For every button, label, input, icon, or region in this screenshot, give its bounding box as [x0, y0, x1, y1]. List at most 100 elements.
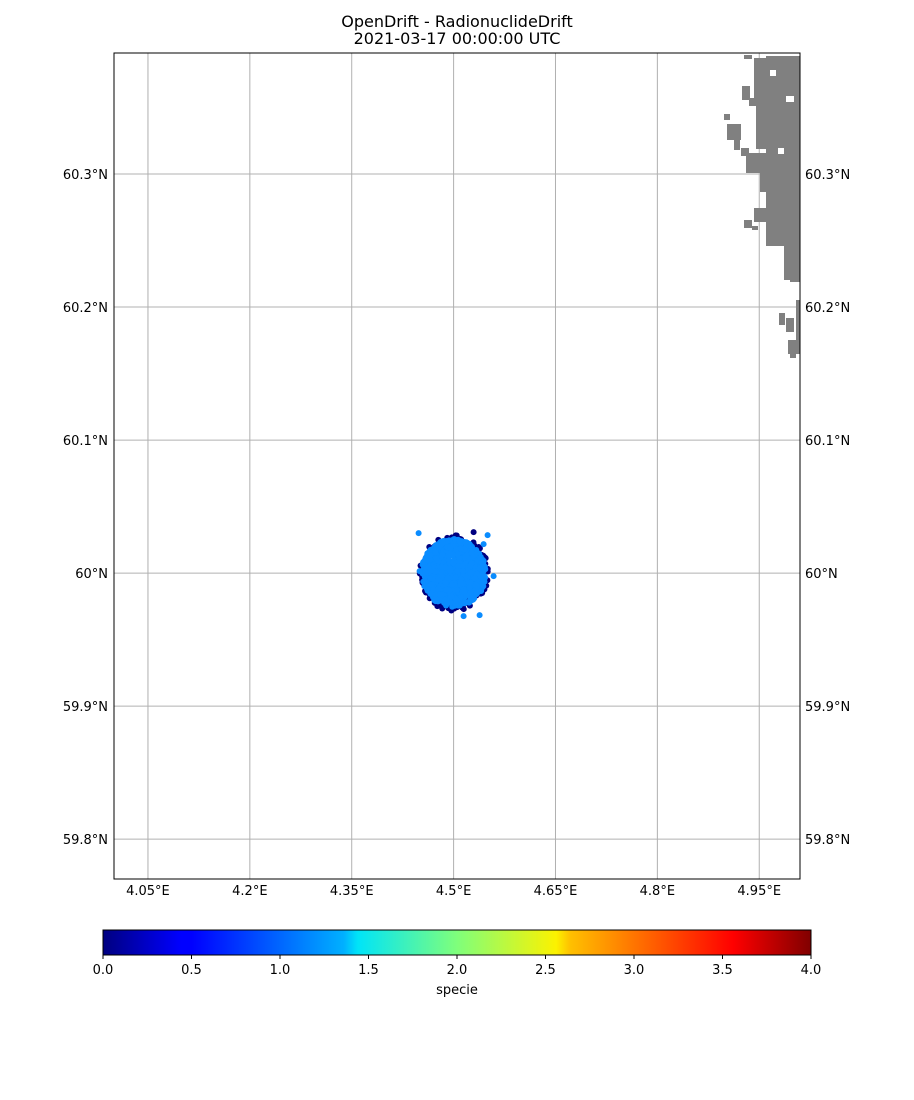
land-gap	[770, 70, 776, 76]
particle	[450, 560, 457, 567]
particle	[439, 539, 446, 546]
particle	[448, 593, 455, 600]
land-block	[754, 208, 768, 222]
land-block	[756, 95, 768, 149]
particle	[449, 551, 456, 558]
particle	[470, 529, 477, 536]
land-block	[727, 124, 741, 140]
particle	[449, 581, 456, 588]
particle	[461, 598, 468, 605]
particle	[477, 573, 484, 580]
lat-tick-label-left: 60.1°N	[63, 434, 108, 449]
particle	[435, 585, 442, 592]
particle	[437, 591, 444, 598]
particle	[468, 560, 475, 567]
lon-tick-label: 4.35°E	[330, 884, 374, 899]
particle	[431, 568, 438, 575]
particle	[447, 544, 454, 551]
lat-tick-label-left: 60.3°N	[63, 168, 108, 183]
particle	[484, 532, 491, 539]
particle	[447, 567, 454, 574]
lon-tick-label: 4.2°E	[232, 884, 267, 899]
particle	[428, 581, 435, 588]
lon-tick-label: 4.8°E	[640, 884, 675, 899]
colorbar-tick-label: 3.5	[712, 963, 733, 978]
particle	[432, 549, 439, 556]
lon-tick-label: 4.5°E	[436, 884, 471, 899]
land-gap	[778, 148, 784, 154]
particle	[471, 575, 478, 582]
land-block	[784, 240, 800, 280]
particle-cloud	[415, 529, 497, 620]
particle	[479, 582, 486, 589]
land-block	[786, 318, 794, 332]
lon-tick-label: 4.65°E	[534, 884, 578, 899]
colorbar-gradient	[102, 929, 812, 956]
lat-tick-label-right: 60.3°N	[805, 168, 850, 183]
lat-tick-label-left: 60.2°N	[63, 301, 108, 316]
particle	[466, 584, 473, 591]
colorbar-tick-label: 2.5	[535, 963, 556, 978]
land-block	[741, 148, 749, 156]
particle	[434, 576, 441, 583]
particle	[421, 569, 428, 575]
particle	[476, 565, 483, 572]
figure-title: OpenDrift - RadionuclideDrift	[341, 12, 573, 31]
lon-tick-label: 4.95°E	[737, 884, 781, 899]
land-gap	[786, 96, 794, 102]
lat-tick-label-right: 60°N	[805, 567, 838, 582]
land-block	[749, 98, 757, 106]
particle	[454, 563, 461, 570]
lat-tick-label-right: 60.2°N	[805, 301, 850, 316]
figure-subtitle-timestamp: 2021-03-17 00:00:00 UTC	[354, 29, 561, 48]
particle	[442, 579, 449, 586]
colorbar-tick-label: 3.0	[624, 963, 645, 978]
colorbar-ticks: 0.0 0.5 1.0 1.5 2.0 2.5 3.0 3.5 4.0	[93, 955, 821, 978]
particle	[430, 586, 437, 593]
map-axes: 4.05°E 4.2°E 4.35°E 4.5°E 4.65°E 4.8°E 4.95°E …	[63, 52, 850, 899]
particle	[478, 559, 485, 566]
particle	[473, 589, 480, 596]
particle	[433, 542, 440, 549]
colorbar: 0.0 0.5 1.0 1.5 2.0 2.5 3.0 3.5 4.0 specie	[93, 929, 821, 998]
particle	[460, 613, 467, 620]
lat-tick-label-right: 59.8°N	[805, 833, 850, 848]
colorbar-tick-label: 0.5	[181, 963, 202, 978]
land-block	[746, 153, 766, 173]
particle	[477, 554, 484, 561]
land-block	[788, 340, 800, 354]
lon-tick-label: 4.05°E	[126, 884, 170, 899]
land-block	[724, 114, 730, 120]
colorbar-tick-label: 2.0	[447, 963, 468, 978]
particle	[443, 586, 450, 593]
particle	[460, 588, 467, 595]
particle	[476, 612, 483, 619]
particle	[426, 552, 433, 559]
particle	[452, 574, 459, 581]
particle	[458, 575, 465, 582]
particle	[467, 579, 474, 586]
particle	[442, 564, 449, 571]
land-block	[742, 86, 750, 100]
particle	[472, 581, 479, 588]
lat-tick-label-left: 59.8°N	[63, 833, 108, 848]
land-block	[790, 352, 796, 358]
particle	[431, 596, 438, 603]
particle	[432, 591, 439, 598]
longitude-labels: 4.05°E 4.2°E 4.35°E 4.5°E 4.65°E 4.8°E 4.95°E	[126, 884, 781, 899]
land-block	[779, 313, 785, 325]
particle	[459, 563, 466, 570]
particle	[433, 555, 440, 562]
colorbar-tick-label: 1.0	[270, 963, 291, 978]
particle	[468, 542, 475, 549]
particle	[463, 552, 470, 559]
particle	[452, 600, 459, 607]
land-block	[760, 170, 768, 192]
land-block	[744, 55, 752, 59]
particle	[468, 549, 475, 556]
particle	[480, 541, 487, 548]
land-block	[796, 300, 800, 340]
land-coastline	[724, 55, 800, 358]
particle	[424, 586, 431, 593]
